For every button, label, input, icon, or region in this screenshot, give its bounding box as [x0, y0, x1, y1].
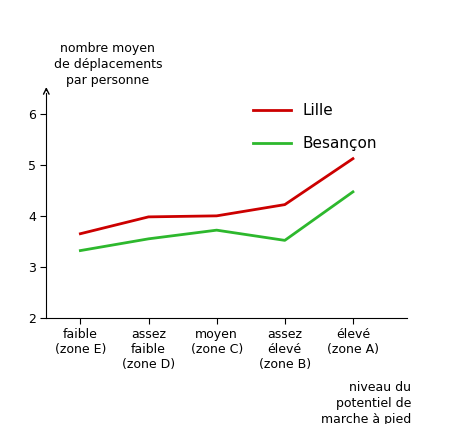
- Lille: [78, 231, 83, 236]
- Text: niveau du
potentiel de
marche à pied: niveau du potentiel de marche à pied: [321, 381, 411, 424]
- Line: Lille: Lille: [81, 159, 353, 234]
- Lille: [350, 156, 356, 161]
- Line: Besançon: Besançon: [81, 192, 353, 251]
- Besançon: [282, 238, 288, 243]
- Besançon: [214, 228, 219, 233]
- Lille: [146, 215, 151, 220]
- Besançon: [146, 236, 151, 241]
- Besançon: [350, 189, 356, 194]
- Lille: [214, 213, 219, 218]
- Text: nombre moyen
de déplacements
par personne: nombre moyen de déplacements par personn…: [54, 42, 162, 86]
- Legend: Lille, Besançon: Lille, Besançon: [252, 103, 377, 151]
- Lille: [282, 202, 288, 207]
- Besançon: [78, 248, 83, 253]
